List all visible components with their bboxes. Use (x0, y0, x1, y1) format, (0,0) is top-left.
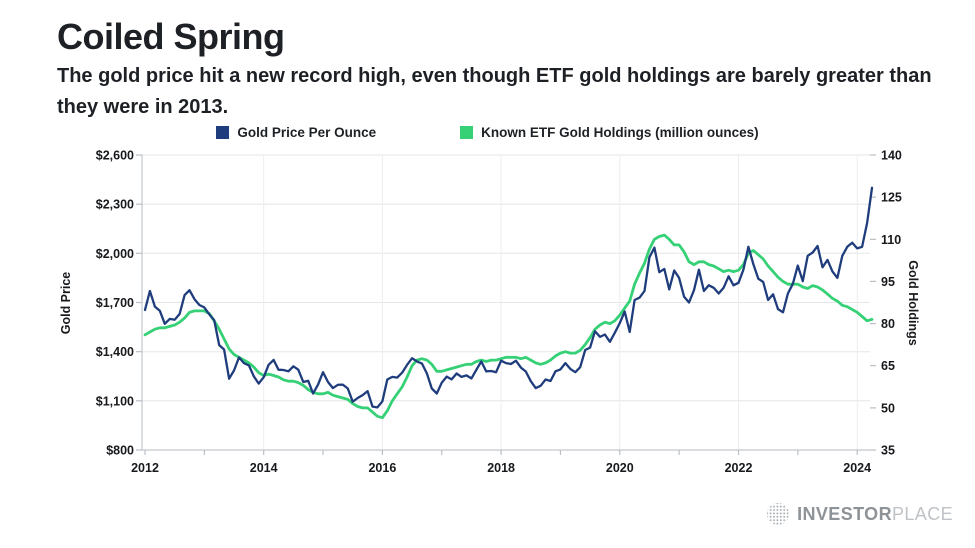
page-title: Coiled Spring (57, 16, 285, 57)
svg-text:50: 50 (881, 401, 895, 415)
svg-text:125: 125 (881, 191, 902, 205)
svg-text:$2,600: $2,600 (96, 149, 134, 163)
svg-text:2022: 2022 (725, 461, 753, 475)
svg-text:110: 110 (881, 233, 901, 247)
etf-holdings-line (143, 233, 874, 420)
chart-subtitle-line2: they were in 2013. (57, 96, 229, 118)
svg-text:2012: 2012 (131, 461, 159, 475)
chart-subtitle-line1: The gold price hit a new record high, ev… (57, 65, 932, 87)
svg-text:2016: 2016 (368, 461, 396, 475)
x-axis-ticks (144, 450, 858, 455)
svg-text:95: 95 (881, 275, 895, 289)
right-axis-title: Gold Holdings (906, 260, 920, 345)
chart-subtitle: The gold price hit a new record high, ev… (57, 61, 932, 123)
legend-swatch-etf-holdings (460, 126, 474, 139)
left-axis-labels: $2,600 $2,300 $2,000 $1,700 $1,400 $1,10… (96, 149, 134, 458)
svg-text:$800: $800 (106, 444, 134, 458)
legend-label-etf-holdings: Known ETF Gold Holdings (million ounces) (481, 125, 759, 140)
svg-text:80: 80 (881, 317, 895, 331)
logo-text: INVESTORPLACE (797, 504, 953, 525)
svg-text:$1,700: $1,700 (96, 296, 134, 310)
svg-text:$1,100: $1,100 (96, 394, 134, 408)
logo-text-primary: INVESTOR (797, 503, 892, 524)
vertical-gridlines (263, 155, 858, 450)
right-axis-labels: 140 125 110 95 80 65 50 35 (881, 149, 902, 458)
svg-text:$2,000: $2,000 (96, 247, 134, 261)
dotted-globe-icon (767, 503, 790, 525)
svg-text:140: 140 (881, 149, 902, 163)
svg-text:2014: 2014 (250, 461, 278, 475)
left-axis-ticks (136, 154, 142, 451)
legend-item-gold-price: Gold Price Per Ounce (216, 125, 376, 140)
x-axis-labels: 2012 2014 2016 2018 2020 2022 2024 (131, 461, 871, 475)
svg-text:35: 35 (881, 444, 895, 458)
svg-text:$2,300: $2,300 (96, 198, 134, 212)
investorplace-logo: INVESTORPLACE (766, 502, 953, 526)
svg-text:65: 65 (881, 359, 895, 373)
gold-price-line (143, 186, 874, 409)
logo-text-secondary: PLACE (891, 503, 953, 524)
svg-text:2024: 2024 (843, 461, 871, 475)
left-axis-title: Gold Price (59, 272, 73, 335)
legend-label-gold-price: Gold Price Per Ounce (237, 125, 377, 140)
svg-text:2020: 2020 (606, 461, 634, 475)
chart-legend: Gold Price Per Ounce Known ETF Gold Hold… (0, 125, 975, 140)
right-axis-ticks (870, 154, 876, 451)
svg-text:$1,400: $1,400 (96, 345, 134, 359)
legend-item-etf-holdings: Known ETF Gold Holdings (million ounces) (460, 125, 759, 140)
svg-text:2018: 2018 (487, 461, 515, 475)
legend-swatch-gold-price (216, 126, 230, 139)
